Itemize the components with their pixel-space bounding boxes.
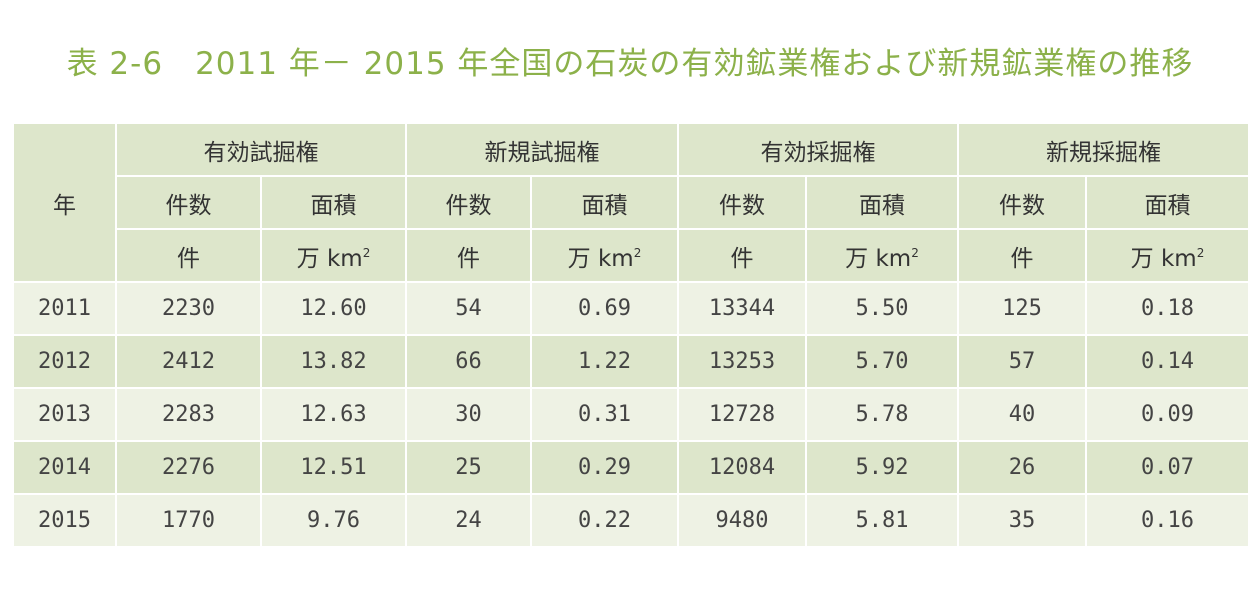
cell-valid-mining-area: 5.50 <box>805 281 959 336</box>
header-group-valid-exploration: 有効試掘権 <box>115 122 407 177</box>
cell-valid-exploration-area: 13.82 <box>260 334 407 389</box>
cell-new-exploration-area: 1.22 <box>530 334 679 389</box>
table-row: 2011 2230 12.60 54 0.69 13344 5.50 125 0… <box>12 281 1250 336</box>
table-row: 2014 2276 12.51 25 0.29 12084 5.92 26 0.… <box>12 440 1250 495</box>
unit-area-text: 万 km <box>1130 245 1197 272</box>
cell-year: 2013 <box>12 387 117 442</box>
table-row: 2013 2283 12.63 30 0.31 12728 5.78 40 0.… <box>12 387 1250 442</box>
unit-count: 件 <box>957 228 1087 283</box>
cell-valid-mining-count: 12084 <box>677 440 807 495</box>
header-group-valid-mining: 有効採掘権 <box>677 122 959 177</box>
cell-year: 2015 <box>12 493 117 548</box>
cell-year: 2012 <box>12 334 117 389</box>
cell-new-mining-area: 0.07 <box>1085 440 1250 495</box>
cell-valid-exploration-count: 2283 <box>115 387 262 442</box>
cell-new-exploration-area: 0.29 <box>530 440 679 495</box>
table-title: 表 2-6 2011 年－ 2015 年全国の石炭の有効鉱業権および新規鉱業権の… <box>66 46 1194 82</box>
table-row: 2012 2412 13.82 66 1.22 13253 5.70 57 0.… <box>12 334 1250 389</box>
unit-area: 万 km2 <box>1085 228 1250 283</box>
cell-valid-exploration-area: 12.51 <box>260 440 407 495</box>
cell-new-mining-count: 35 <box>957 493 1087 548</box>
header-count: 件数 <box>115 175 262 230</box>
cell-valid-exploration-count: 2412 <box>115 334 262 389</box>
cell-new-mining-count: 40 <box>957 387 1087 442</box>
unit-count: 件 <box>115 228 262 283</box>
header-area: 面積 <box>530 175 679 230</box>
header-year: 年 <box>12 122 117 283</box>
header-count: 件数 <box>677 175 807 230</box>
cell-valid-mining-area: 5.92 <box>805 440 959 495</box>
unit-area: 万 km2 <box>260 228 407 283</box>
cell-valid-exploration-count: 1770 <box>115 493 262 548</box>
cell-new-exploration-count: 30 <box>405 387 532 442</box>
cell-valid-mining-area: 5.78 <box>805 387 959 442</box>
unit-area-text: 万 km <box>567 245 634 272</box>
unit-count: 件 <box>677 228 807 283</box>
cell-new-exploration-area: 0.31 <box>530 387 679 442</box>
header-row-groups: 年 有効試掘権 新規試掘権 有効採掘権 新規採掘権 <box>12 122 1250 283</box>
unit-area: 万 km2 <box>805 228 959 283</box>
header-row-labels: 件数 面積 件数 面積 件数 面積 件数 面積 <box>13 175 1250 230</box>
table-row: 2015 1770 9.76 24 0.22 9480 5.81 35 0.16 <box>12 493 1250 548</box>
header-area: 面積 <box>805 175 959 230</box>
cell-valid-mining-count: 12728 <box>677 387 807 442</box>
header-count: 件数 <box>957 175 1087 230</box>
header-area: 面積 <box>260 175 407 230</box>
cell-new-mining-count: 125 <box>957 281 1087 336</box>
unit-area-sup: 2 <box>911 245 919 260</box>
header-count: 件数 <box>405 175 532 230</box>
cell-new-mining-count: 26 <box>957 440 1087 495</box>
cell-valid-mining-count: 9480 <box>677 493 807 548</box>
cell-valid-exploration-area: 12.63 <box>260 387 407 442</box>
mining-rights-table: 年 有効試掘権 新規試掘権 有効採掘権 新規採掘権 件数 面積 件数 面積 件数… <box>12 122 1250 548</box>
cell-valid-mining-area: 5.70 <box>805 334 959 389</box>
cell-new-mining-area: 0.14 <box>1085 334 1250 389</box>
unit-area-sup: 2 <box>633 245 642 260</box>
unit-area-text: 万 km <box>845 245 912 272</box>
cell-new-mining-area: 0.18 <box>1085 281 1250 336</box>
cell-valid-exploration-count: 2230 <box>115 281 262 336</box>
cell-new-exploration-area: 0.22 <box>530 493 679 548</box>
cell-valid-exploration-area: 12.60 <box>260 281 407 336</box>
cell-new-mining-area: 0.09 <box>1085 387 1250 442</box>
header-group-new-mining: 新規採掘権 <box>957 122 1250 177</box>
unit-area: 万 km2 <box>530 228 679 283</box>
cell-new-mining-area: 0.16 <box>1085 493 1250 548</box>
unit-area-sup: 2 <box>362 245 371 260</box>
cell-valid-exploration-count: 2276 <box>115 440 262 495</box>
cell-new-exploration-count: 66 <box>405 334 532 389</box>
cell-new-exploration-count: 25 <box>405 440 532 495</box>
unit-count: 件 <box>405 228 532 283</box>
cell-new-exploration-count: 24 <box>405 493 532 548</box>
header-row-units: 件 万 km2 件 万 km2 件 万 km2 件 万 km2 <box>13 228 1250 283</box>
cell-year: 2011 <box>12 281 117 336</box>
cell-valid-mining-count: 13344 <box>677 281 807 336</box>
cell-valid-mining-area: 5.81 <box>805 493 959 548</box>
unit-area-text: 万 km <box>296 245 363 272</box>
unit-area-sup: 2 <box>1196 245 1205 260</box>
cell-year: 2014 <box>12 440 117 495</box>
cell-new-exploration-count: 54 <box>405 281 532 336</box>
cell-new-exploration-area: 0.69 <box>530 281 679 336</box>
header-area: 面積 <box>1085 175 1250 230</box>
header-group-new-exploration: 新規試掘権 <box>405 122 679 177</box>
cell-new-mining-count: 57 <box>957 334 1087 389</box>
cell-valid-exploration-area: 9.76 <box>260 493 407 548</box>
cell-valid-mining-count: 13253 <box>677 334 807 389</box>
